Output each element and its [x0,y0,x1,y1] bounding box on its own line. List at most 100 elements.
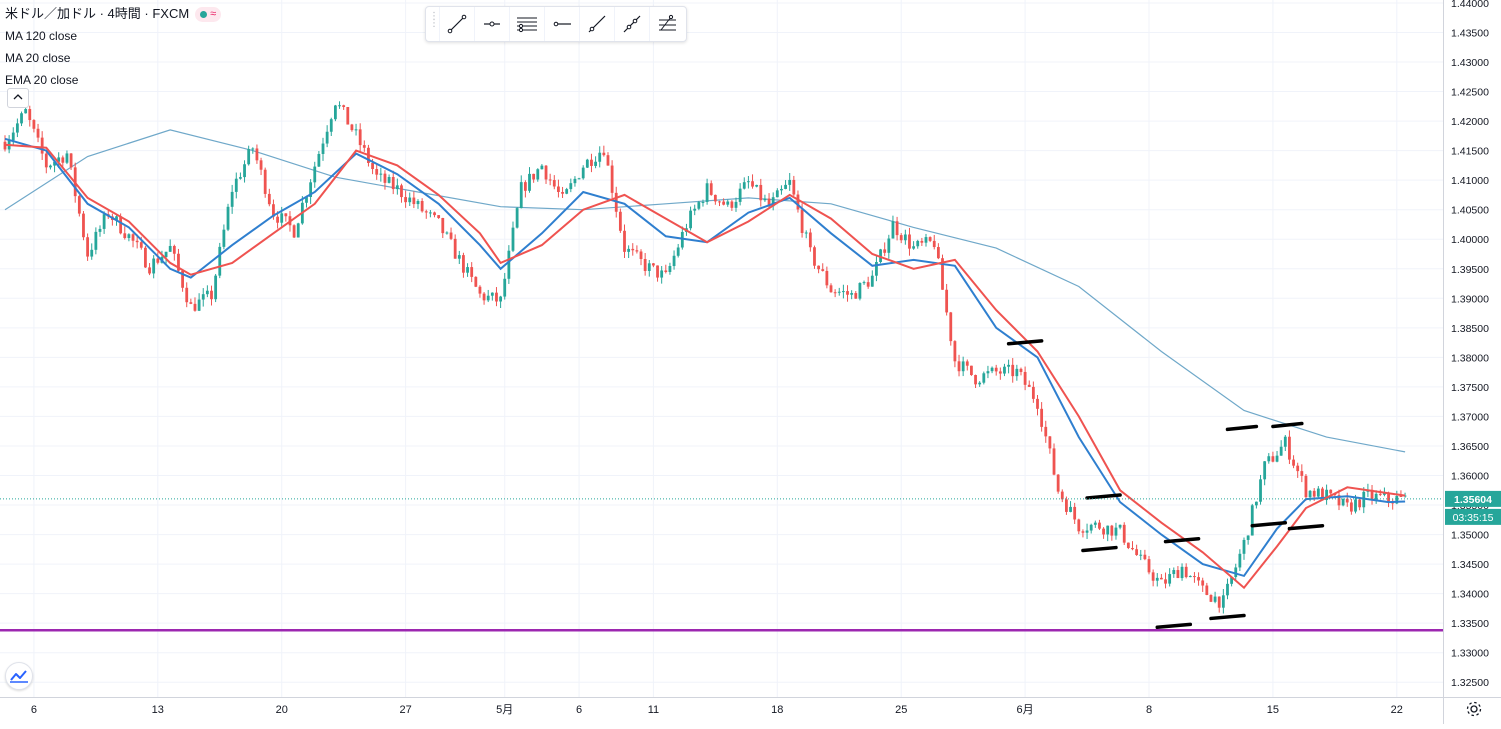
fib-tool-button[interactable] [649,7,684,41]
candle-body [990,367,994,372]
candle-body [1007,364,1010,367]
candle-body [986,371,990,374]
candle-body [747,181,750,183]
candle-body [1292,459,1295,466]
chart-logo-icon [10,670,28,683]
ray-tool-button[interactable] [579,7,614,41]
candle-body [371,162,374,170]
countdown-box [1445,508,1501,525]
candle-body [544,165,548,180]
candle-body [181,270,184,288]
candle-body [222,229,226,247]
candle-body [1275,455,1279,462]
collapse-legend-button[interactable] [7,88,29,108]
candle-body [193,303,197,311]
price-tick-label: 1.41000 [1451,175,1489,187]
candle-body [267,193,271,205]
candle-body [623,230,626,252]
price-tick-label: 1.34500 [1451,559,1489,571]
candle-body [924,237,928,243]
drag-handle-icon[interactable]: ⋮ ⋮ [429,11,439,29]
candle-body [540,165,544,170]
candle-body [1341,498,1345,506]
last-price-box [1445,490,1501,507]
candle-body [362,145,366,148]
candle-body [569,183,573,190]
candle-body [395,185,399,190]
candle-body [57,157,61,162]
candle-body [284,213,288,217]
candle-body [1114,527,1118,536]
candle-body [1403,495,1407,497]
candle-body [263,169,267,194]
annotation-segment [1225,424,1259,432]
candle-body [86,237,89,257]
candle-body [639,251,643,260]
chart-settings-button[interactable] [1464,699,1484,719]
candle-body [1378,493,1382,495]
parallel-lines-tool-button[interactable] [509,7,544,41]
candle-body [767,198,771,207]
candle-body [870,275,874,287]
candle-body [796,194,800,210]
horizontal-ray-tool-button[interactable] [474,7,509,41]
candle-body [515,208,519,228]
candle-body [102,214,106,229]
price-tick-label: 1.33500 [1451,618,1489,630]
candle-body [53,161,56,166]
candle-body [780,188,783,191]
indicator-ma120[interactable]: MA 120 close [5,29,78,43]
candle-body [1226,583,1229,596]
candle-body [1316,488,1320,497]
candle-body [1259,479,1262,502]
candle-body [573,178,577,184]
candle-body [1180,566,1184,579]
candle-body [1151,572,1155,581]
market-status-badge[interactable]: ≈ [195,6,222,22]
candle-body [65,153,69,163]
tradingview-logo[interactable] [5,662,33,690]
candle-body [61,157,65,163]
candle-body [833,292,837,294]
candle-body [800,209,804,233]
last-price-label: 1.35604 [1454,494,1492,506]
candle-body [123,233,127,239]
candle-body [1296,465,1300,472]
candle-body [350,124,354,131]
candle-body [1077,519,1081,532]
candle-body [1230,577,1234,584]
candle-body [1201,580,1205,586]
candle-body [296,223,300,238]
candle-body [908,234,911,249]
symbol-title[interactable]: 米ドル／加ドル · 4時間 · FXCM [5,6,190,21]
time-tick-label: 6 [31,704,37,716]
candle-body [755,184,759,187]
price-tick-label: 1.32500 [1451,677,1489,689]
candle-body [557,186,560,193]
candle-body [862,282,866,284]
candle-body [152,258,156,274]
candle-body [354,129,358,131]
annotation-segment [1163,536,1201,544]
candle-body [338,105,341,107]
ma-layer [4,137,1406,590]
horizontal-line-tool-button[interactable] [544,7,579,41]
candle-body [1172,570,1176,575]
candle-body [916,240,920,247]
candle-body [763,198,767,201]
candle-body [594,161,597,166]
candle-body [841,291,845,293]
candle-body [1325,489,1328,501]
candle-body [978,382,982,385]
trend-line-tool-button[interactable] [439,7,474,41]
candle-body [474,276,478,287]
indicator-ema20[interactable]: EMA 20 close [5,73,79,87]
extended-line-tool-button[interactable] [614,7,649,41]
candle-body [1395,496,1399,504]
candle-body [441,217,445,234]
annotation-segment [1081,545,1118,553]
indicator-ma20[interactable]: MA 20 close [5,51,71,65]
